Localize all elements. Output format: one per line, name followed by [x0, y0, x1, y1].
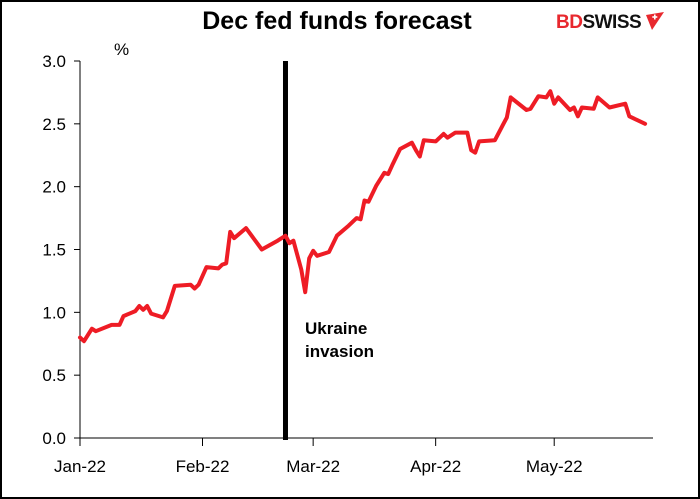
- y-tick-label: 0.0: [42, 429, 66, 448]
- y-tick-label: 2.0: [42, 178, 66, 197]
- fed-funds-forecast-line: [78, 89, 648, 344]
- y-tick-label: 0.5: [42, 366, 66, 385]
- y-tick-label: 1.0: [42, 303, 66, 322]
- y-tick-label: 3.0: [42, 52, 66, 71]
- x-tick-label: Mar-22: [286, 457, 340, 476]
- x-tick-label: May-22: [526, 457, 583, 476]
- chart-title: Dec fed funds forecast: [202, 7, 472, 35]
- annotation-line1: Ukraine: [305, 319, 367, 338]
- logo-flag-icon: [645, 12, 664, 30]
- x-tick-label: Apr-22: [410, 457, 461, 476]
- bdswiss-logo: BDSWISS: [556, 12, 664, 34]
- annotation-line2: invasion: [305, 342, 374, 361]
- x-tick-label: Jan-22: [54, 457, 106, 476]
- y-tick-label: 2.5: [42, 115, 66, 134]
- y-tick-label: 1.5: [42, 241, 66, 260]
- x-tick-label: Feb-22: [176, 457, 230, 476]
- y-axis-unit-label: %: [114, 40, 129, 59]
